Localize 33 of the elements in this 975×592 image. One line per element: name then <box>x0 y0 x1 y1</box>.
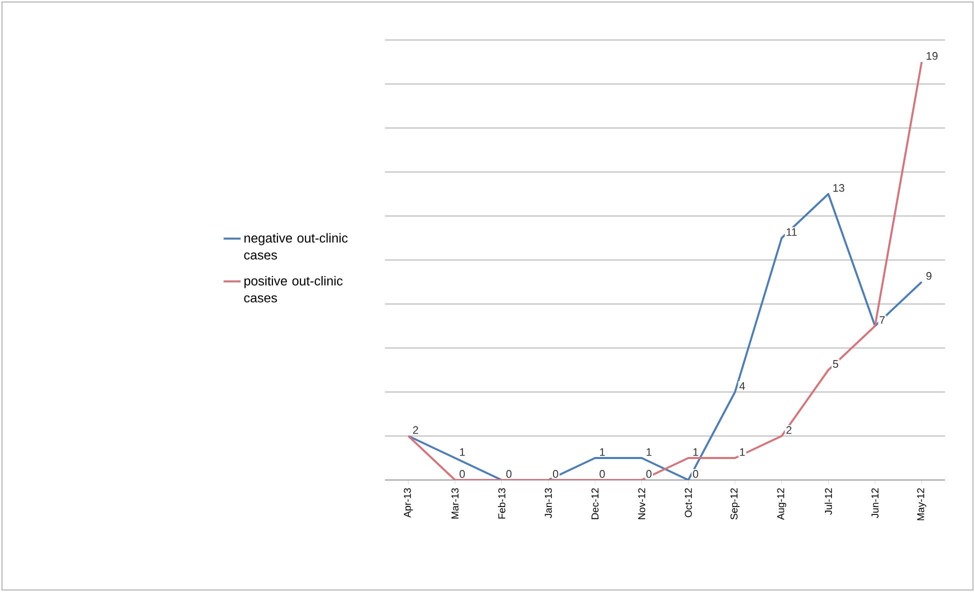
x-tick-label: Sep-12 <box>730 488 740 520</box>
data-label: 4 <box>739 382 745 390</box>
x-tick-label: May-12 <box>917 488 926 520</box>
data-label: 0 <box>646 470 652 478</box>
data-label: 1 <box>693 448 698 456</box>
data-label: 7 <box>880 316 885 324</box>
data-label: 2 <box>786 426 792 434</box>
x-tick-label: Jul-12 <box>824 488 832 515</box>
data-label: 19 <box>926 52 938 60</box>
data-label: 1 <box>600 448 605 456</box>
x-tick-label: Jan-13 <box>544 488 552 518</box>
x-tick-label: Jun-12 <box>871 488 879 518</box>
x-tick-label: Mar-13 <box>451 488 459 519</box>
data-label: 9 <box>926 272 932 280</box>
legend-label: positive out-clinic cases <box>244 276 343 302</box>
data-label: 1 <box>646 448 652 456</box>
data-label: 2 <box>413 426 418 434</box>
data-label: 1 <box>740 448 745 456</box>
x-tick-label: Feb-13 <box>498 488 506 519</box>
data-label: 0 <box>692 470 698 478</box>
data-label: 0 <box>506 470 512 478</box>
data-label: 13 <box>833 184 844 192</box>
data-label: 0 <box>460 470 465 478</box>
x-tick-label: Apr-13 <box>404 488 413 518</box>
x-tick-label: Oct-12 <box>684 488 692 518</box>
x-tick-label: Dec-12 <box>591 488 599 520</box>
data-label: 11 <box>786 228 797 236</box>
x-tick-label: Nov-12 <box>638 488 646 520</box>
data-label: 0 <box>600 470 605 478</box>
data-label: 0 <box>552 470 558 478</box>
data-label: 1 <box>460 448 465 456</box>
data-label: 5 <box>832 360 838 368</box>
x-tick-label: Aug-12 <box>777 488 786 520</box>
